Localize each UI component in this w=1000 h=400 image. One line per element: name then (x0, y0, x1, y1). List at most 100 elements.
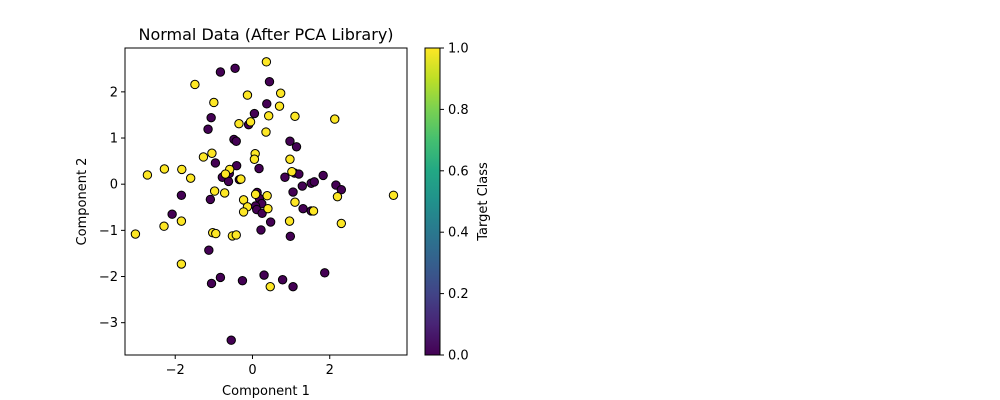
scatter-point-class-0 (215, 67, 226, 77)
colorbar-frame (424, 47, 441, 356)
scatter-point-class-0 (259, 270, 269, 280)
scatter-point-class-1 (231, 230, 241, 240)
colorbar-gradient (425, 48, 440, 355)
scatter-point-class-0 (288, 187, 298, 197)
scatter-point-class-1 (290, 111, 300, 122)
scatter-point-class-1 (211, 228, 221, 239)
scatter-point-class-1 (176, 216, 187, 226)
scatter-point-class-0 (167, 209, 177, 219)
scatter-point-class-0 (254, 163, 264, 174)
colorbar-tick-label: 1.0 (448, 42, 469, 57)
scatter-point-class-0 (262, 99, 272, 109)
scatter-point-class-1 (250, 189, 261, 200)
plot-frame (124, 47, 408, 356)
colorbar-axis: 0.0 0.2 0.4 0.6 0.8 1.0 (440, 42, 469, 364)
scatter-point-class-1 (185, 173, 196, 183)
scatter-point-class-1 (388, 190, 399, 200)
scatter-point-class-1 (236, 174, 246, 184)
scatter-point-class-1 (336, 218, 347, 229)
colorbar-tick-label: 0.4 (448, 226, 469, 241)
scatter-point-class-0 (277, 275, 288, 285)
scatter-point-class-0 (320, 268, 330, 278)
scatter-point-class-1 (130, 229, 141, 239)
scatter-point-class-1 (177, 164, 187, 175)
scatter-point-class-1 (209, 97, 219, 108)
scatter-point-class-1 (190, 79, 200, 90)
scatter-point-class-1 (265, 281, 275, 292)
scatter-point-class-0 (237, 275, 248, 286)
scatter-point-class-0 (280, 172, 290, 182)
scatter-point-class-1 (209, 186, 220, 196)
scatter-point-class-0 (176, 190, 187, 200)
scatter-point-class-0 (291, 142, 302, 152)
y-tick-label: −3 (99, 316, 118, 331)
scatter-point-class-0 (288, 281, 298, 292)
scatter-point-class-1 (330, 114, 340, 124)
scatter-point-class-0 (206, 113, 216, 123)
scatter-point-class-0 (231, 136, 241, 146)
scatter-point-class-1 (287, 167, 297, 177)
chart-title: Normal Data (After PCA Library) (138, 25, 393, 44)
scatter-point-class-0 (205, 194, 216, 205)
y-axis-label: Component 2 (75, 158, 90, 246)
x-axis-label: Component 1 (222, 384, 310, 399)
scatter-point-class-1 (234, 119, 244, 129)
scatter-point-class-1 (275, 88, 286, 98)
scatter-points (130, 57, 399, 345)
scatter-point-class-0 (249, 108, 260, 119)
scatter-point-class-1 (263, 203, 273, 214)
colorbar-tick-label: 0.6 (448, 164, 469, 179)
y-tick-label: 1 (110, 132, 118, 147)
scatter-point-class-0 (336, 185, 347, 195)
scatter-point-class-1 (198, 152, 209, 162)
colorbar-tick-label: 0.2 (448, 287, 469, 302)
scatter-point-class-1 (261, 127, 271, 137)
scatter-point-class-0 (203, 124, 213, 134)
scatter-point-class-0 (210, 158, 221, 168)
scatter-point-class-1 (242, 90, 253, 100)
scatter-point-class-0 (309, 177, 319, 187)
scatter-point-class-1 (274, 101, 285, 111)
scatter-point-class-0 (298, 203, 308, 214)
x-tick-label: 2 (326, 363, 334, 378)
plot-area (125, 48, 407, 355)
x-axis: −2 0 2 (166, 355, 334, 378)
scatter-point-class-1 (264, 111, 274, 121)
scatter-point-class-0 (297, 181, 308, 191)
y-tick-label: −1 (99, 224, 118, 239)
scatter-point-class-0 (264, 77, 275, 87)
scatter-point-class-0 (285, 136, 295, 146)
scatter-point-class-1 (219, 188, 230, 198)
y-tick-label: 0 (110, 178, 118, 193)
scatter-point-class-1 (285, 154, 295, 164)
y-tick-label: −2 (99, 270, 118, 285)
scatter-point-class-0 (265, 217, 276, 227)
scatter-point-class-1 (261, 57, 272, 67)
scatter-point-class-0 (215, 272, 226, 283)
scatter-point-class-1 (308, 206, 319, 216)
y-tick-label: 2 (110, 85, 118, 100)
scatter-point-class-1 (238, 207, 249, 217)
scatter-point-class-1 (332, 191, 343, 202)
scatter-point-class-1 (284, 216, 295, 226)
scatter-point-class-0 (318, 170, 328, 181)
y-axis: −3 −2 −1 0 1 2 (99, 85, 125, 331)
scatter-point-class-1 (159, 221, 169, 231)
scatter-point-class-0 (285, 231, 296, 242)
scatter-point-class-0 (204, 245, 214, 255)
colorbar-label: Target Class (476, 162, 491, 242)
scatter-point-class-1 (245, 117, 256, 127)
scatter-point-class-1 (249, 154, 260, 164)
scatter-point-class-0 (226, 335, 236, 345)
scatter-point-class-1 (220, 169, 231, 179)
x-tick-label: 0 (248, 363, 256, 378)
scatter-point-class-1 (176, 259, 187, 269)
scatter-point-class-1 (207, 148, 217, 158)
scatter-point-class-1 (290, 197, 300, 207)
colorbar-tick-label: 0.0 (448, 349, 469, 364)
scatter-point-class-0 (230, 63, 240, 74)
colorbar-tick-label: 0.8 (448, 103, 469, 118)
scatter-point-class-0 (256, 225, 266, 235)
scatter-point-class-1 (262, 191, 272, 201)
